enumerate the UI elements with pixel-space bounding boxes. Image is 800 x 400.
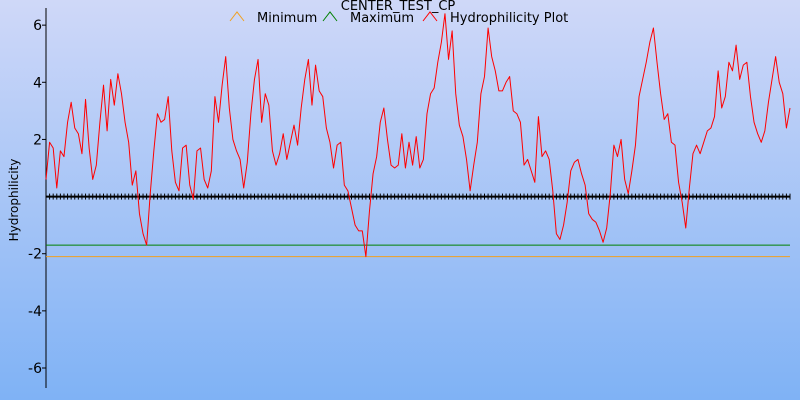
legend-swatch <box>322 11 338 22</box>
legend-item: Hydrophilicity Plot <box>422 11 568 26</box>
legend-label: Maximum <box>350 11 414 26</box>
legend-item: Maximum <box>322 11 414 26</box>
series-layer <box>45 13 791 258</box>
y-tick-label: 6 <box>33 18 42 34</box>
legend-label: Minimum <box>257 11 317 26</box>
legend: Minimum Maximum Hydrophilicity Plot <box>229 11 568 26</box>
y-axis-title: Hydrophilicity <box>7 159 21 242</box>
y-tick-label: -2 <box>28 247 42 263</box>
y-tick-label: 4 <box>33 75 42 91</box>
legend-item: Minimum <box>229 11 317 26</box>
legend-swatch <box>229 11 245 22</box>
y-tick-label: -4 <box>28 304 42 320</box>
series-line-hydrophilicity-plot <box>45 13 791 258</box>
reference-lines <box>46 244 790 258</box>
y-tick-label: -6 <box>28 361 42 377</box>
legend-swatch <box>422 11 438 22</box>
y-tick-label: 2 <box>33 132 42 148</box>
zero-axis <box>45 193 791 200</box>
chart-title: CENTER_TEST_CP <box>341 0 456 14</box>
legend-label: Hydrophilicity Plot <box>450 11 568 26</box>
